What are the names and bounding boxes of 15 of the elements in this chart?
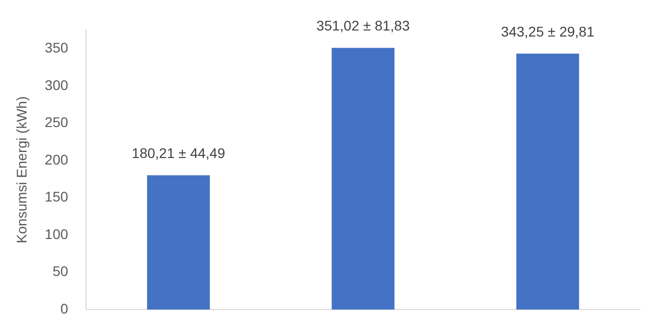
y-tick-label: 300 [44, 76, 68, 93]
data-label: 180,21 ± 44,49 [132, 145, 226, 162]
bar [147, 175, 210, 310]
y-tick-label: 100 [44, 226, 68, 242]
y-tick-label: 350 [44, 40, 68, 56]
y-tick-label: 0 [60, 300, 68, 316]
data-label: 351,02 ± 81,83 [316, 18, 410, 34]
bar [332, 48, 394, 310]
data-label: 343,25 ± 29,81 [501, 24, 595, 40]
y-tick-label: 50 [52, 263, 68, 280]
y-tick-label: 200 [44, 151, 68, 168]
bar [516, 54, 580, 310]
y-axis-title: Konsumsi Energi (kWh) [13, 96, 30, 244]
y-tick-label: 150 [44, 188, 68, 205]
y-tick-label: 250 [44, 114, 68, 130]
